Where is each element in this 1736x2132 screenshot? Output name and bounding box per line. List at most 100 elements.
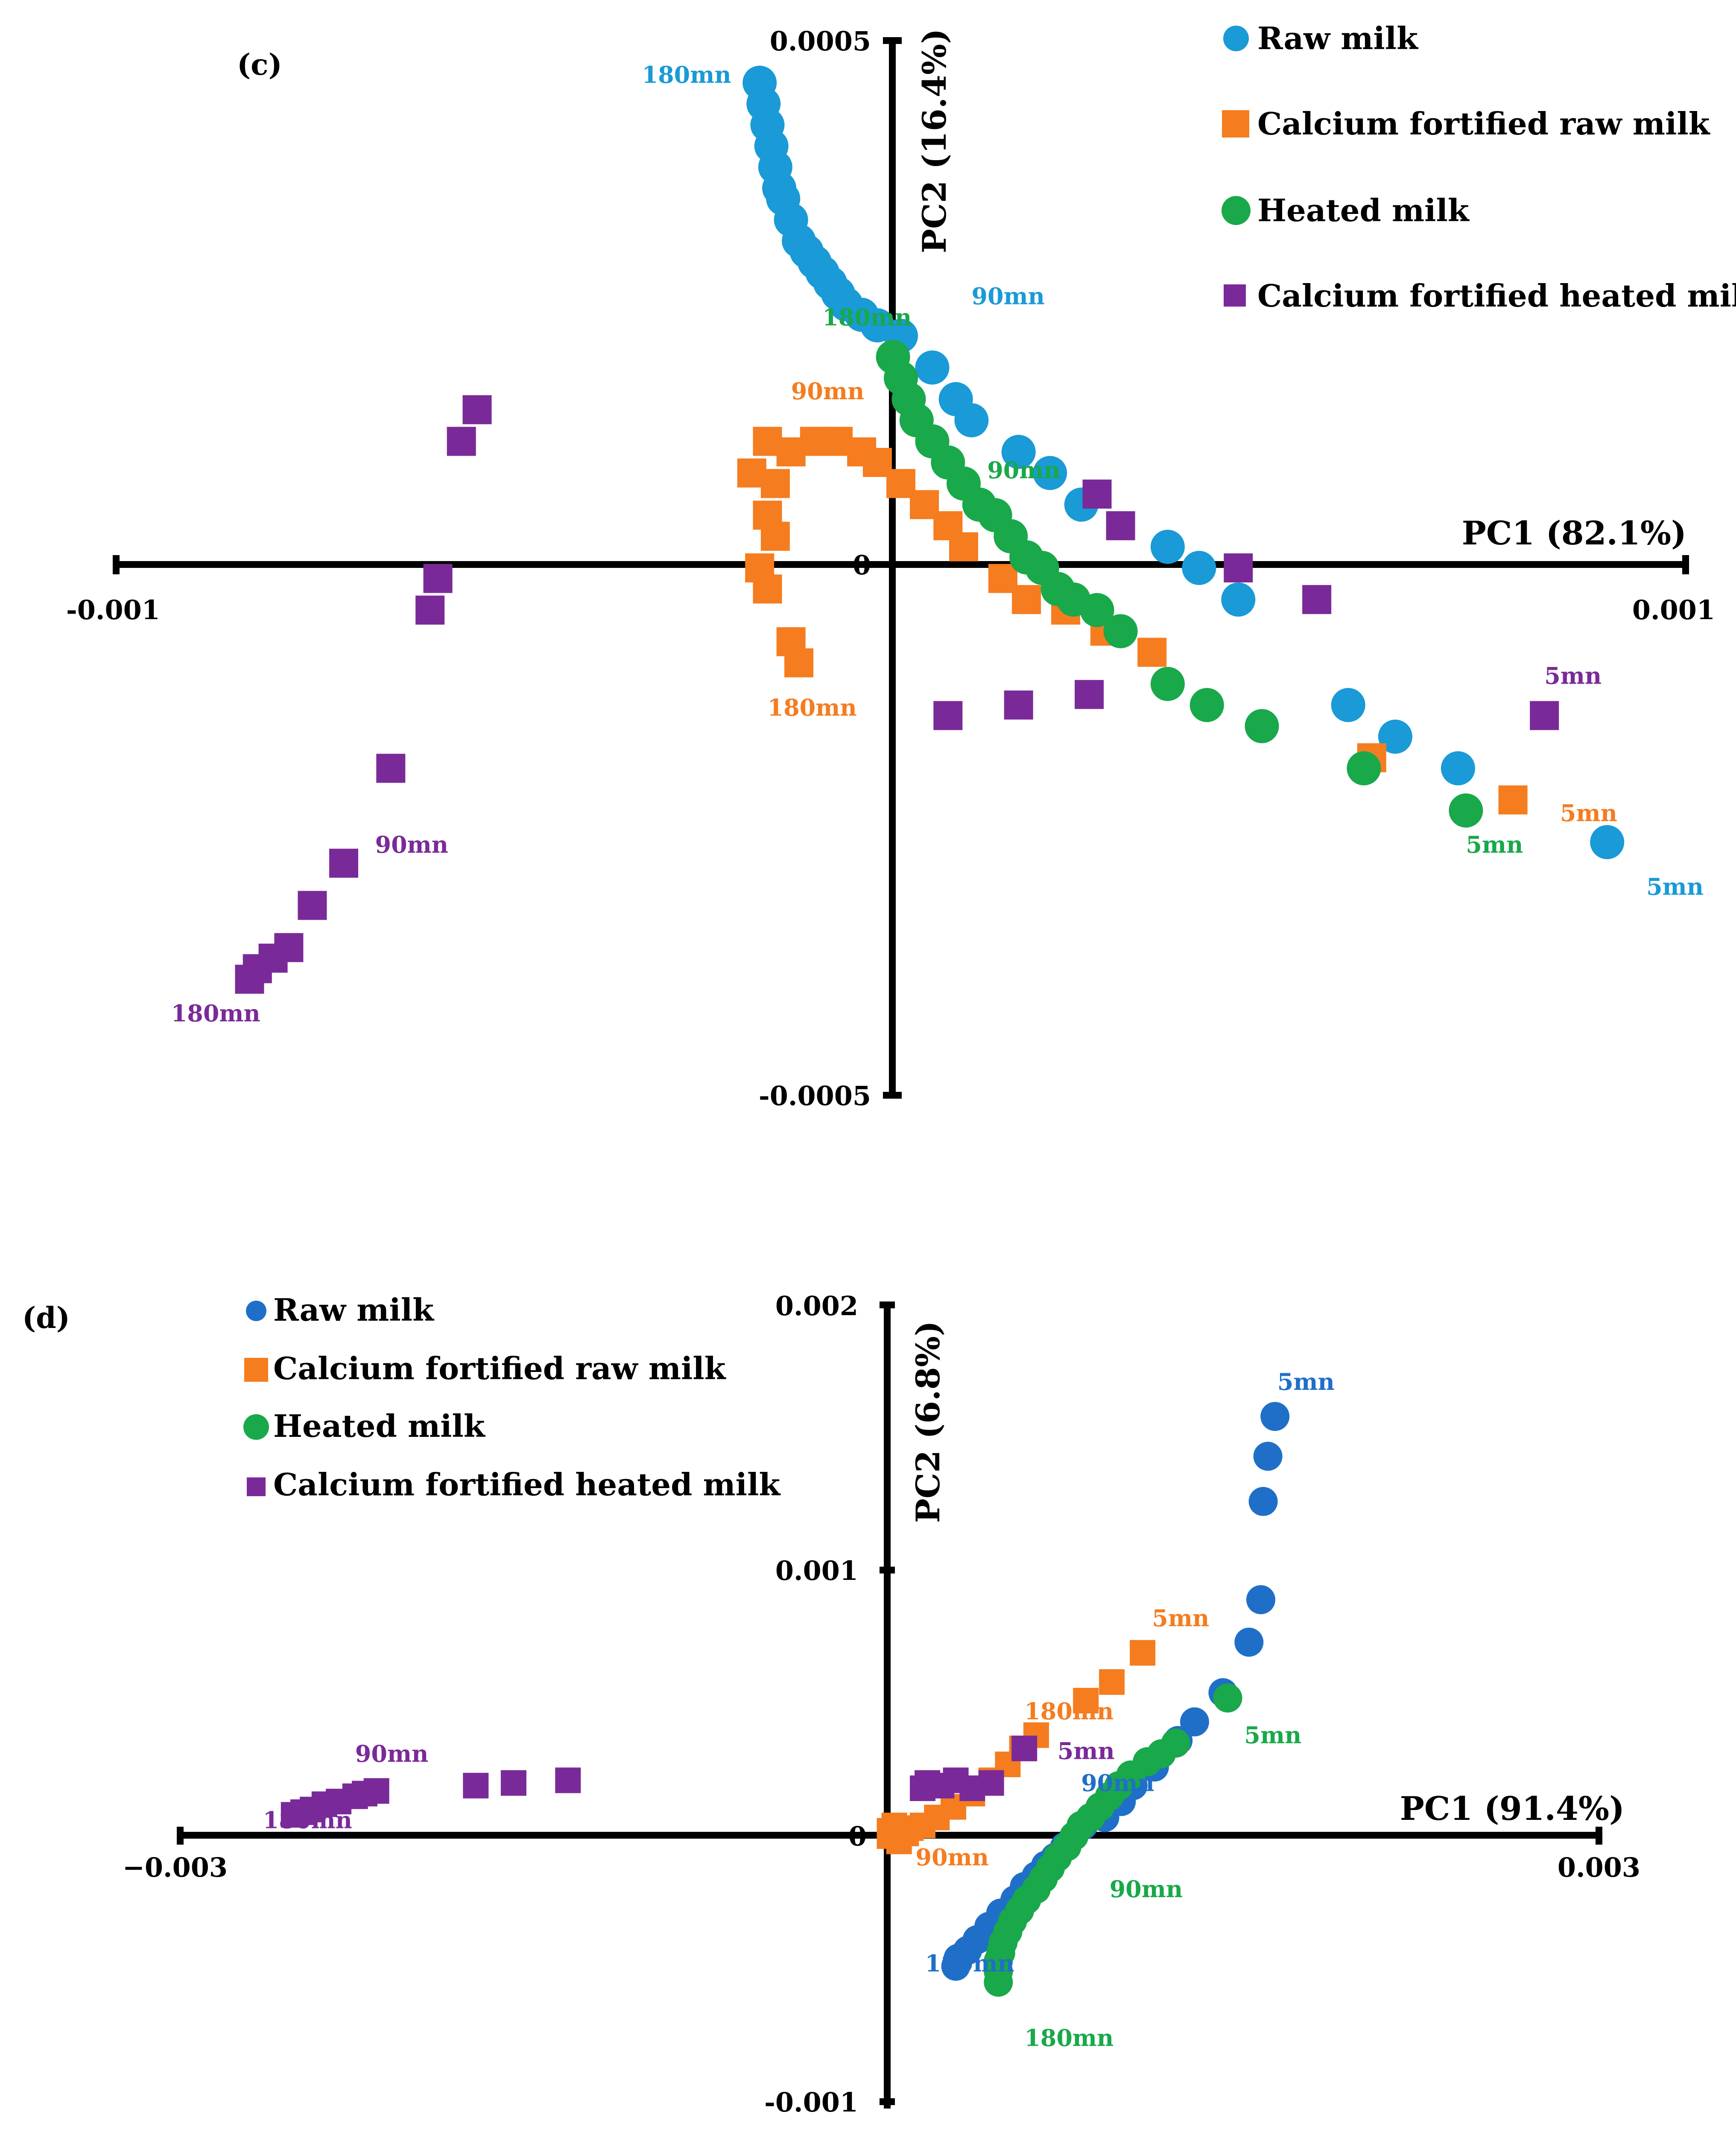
panel-c-point-heated-milk-15 [1103,614,1138,649]
panel-d-annotation-2: 180mn [925,1950,1014,1977]
panel-d-point-calcium-fortified-heated-milk-6 [910,1775,935,1801]
panel-c-point-calcium-fortified-heated-milk-17 [1004,690,1033,720]
panel-d-x-tick-label-max: 0.003 [1558,1852,1640,1883]
panel-d-point-calcium-fortified-heated-milk-17 [281,1802,307,1828]
panel-c-annotation-10: 180mn [171,1000,260,1027]
panel-d-annotation-7: 90mn [1110,1875,1183,1903]
panel-c-point-heated-milk-17 [1189,688,1224,722]
panel-d-annotation-4: 180mn [1024,1697,1113,1725]
panel-d-label: (d) [22,1301,70,1335]
panel-c-legend-label-calcium-heated: Calcium fortified heated milk [1257,278,1736,314]
panel-d-annotation-6: 5mn [1244,1721,1301,1749]
panel-c-point-calcium-fortified-raw-milk-15 [753,574,782,604]
panel-d-point-raw-milk-6 [1180,1707,1209,1737]
panel-c-point-calcium-fortified-heated-milk-11 [1082,480,1112,509]
panel-c-annotation-9: 90mn [375,831,449,858]
panel-c-annotations: 180mn 90mn 5mn 180mn 90mn 5mn 90mn 180mn 5mn 90mn… [171,61,1704,1027]
panel-c-annotation-4: 90mn [987,456,1061,484]
panel-c-point-calcium-fortified-raw-milk-19 [1012,585,1041,614]
panel-d-x-axis-title: PC1 (91.4%) [1400,1790,1625,1828]
panel-c-annotation-3: 180mn [822,304,912,331]
panel-d-annotation-0: 5mn [1277,1368,1335,1395]
panel-c-point-calcium-fortified-heated-milk-14 [1302,585,1332,614]
panel-d-legend-label-heated-milk: Heated milk [273,1408,486,1444]
panel-c-annotation-11: 5mn [1544,662,1602,690]
panel-c-point-raw-milk-20 [954,403,989,438]
panel-c-point-calcium-fortified-heated-milk-10 [235,965,264,994]
panel-d-legend-marker-calcium-heated [247,1477,266,1496]
panel-c-point-calcium-fortified-heated-milk-2 [423,564,453,593]
panel-d-point-raw-milk-1 [1253,1442,1283,1471]
panel-d-point-raw-milk-4 [1234,1627,1264,1657]
panel-c-x-tick-label-max: 0.001 [1632,594,1715,626]
panel-c-point-raw-milk-28 [1378,719,1412,754]
panel-d-legend-label-calcium-raw: Calcium fortified raw milk [273,1350,727,1386]
panel-c-point-heated-milk-16 [1150,667,1185,701]
panel-d-point-calcium-fortified-heated-milk-8 [500,1770,526,1796]
panel-c-point-calcium-fortified-raw-milk-17 [784,648,814,678]
panel-c-point-calcium-fortified-raw-milk-13 [760,521,790,551]
panel-d-point-heated-milk-24 [984,1968,1013,1997]
panel-d-y-tick-label-min: -0.001 [764,2087,858,2118]
panel-c-point-raw-milk-27 [1331,688,1365,722]
panel-d-point-calcium-fortified-heated-milk-7 [555,1767,581,1793]
panel-c-legend-label-calcium-raw: Calcium fortified raw milk [1257,105,1711,142]
panel-d-annotations: 5mn 90mn 180mn 5mn 180mn 90mn 5mn 90mn 180mn 5mn 9… [263,1368,1335,2051]
panel-c-legend-label-raw-milk: Raw milk [1257,20,1419,56]
panel-c-point-raw-milk-25 [1182,551,1216,585]
panel-c-legend-marker-raw-milk [1223,26,1249,51]
panel-c-annotation-0: 180mn [642,61,731,88]
panel-d-point-raw-milk-25 [941,1951,970,1981]
panel-c-point-calcium-fortified-heated-milk-4 [376,754,406,783]
panel-c-y-tick-label-max: 0.0005 [770,26,871,57]
panel-c-y-axis-title: PC2 (16.4%) [915,29,953,253]
panel-d-point-heated-milk-0 [1213,1683,1242,1713]
panel-c-point-calcium-fortified-raw-milk-24 [1498,785,1528,815]
panel-c-annotation-8: 5mn [1560,799,1617,827]
panel-d-y-tick-label-mid: 0.001 [775,1555,858,1586]
panel-c-point-calcium-fortified-heated-milk-6 [298,891,327,920]
panel-c-point-calcium-fortified-heated-milk-5 [329,848,358,878]
panel-c-legend: Raw milk Calcium fortified raw milk Heat… [1222,20,1736,314]
panel-d-legend-marker-raw-milk [246,1301,266,1321]
panel-d-point-raw-milk-2 [1248,1487,1278,1516]
panel-c-legend-marker-calcium-heated [1224,284,1246,307]
panel-c-annotation-6: 90mn [791,377,865,405]
panel-c-point-calcium-fortified-heated-milk-0 [462,395,492,424]
panel-d-point-raw-milk-0 [1260,1402,1290,1431]
panel-c-y-tick-label-zero: 0 [853,550,871,581]
panel-c-point-raw-milk-26 [1221,582,1256,617]
panel-d-point-calcium-fortified-raw-milk-0 [1130,1640,1156,1666]
panel-c-x-axis-title: PC1 (82.1%) [1462,514,1686,552]
panel-d-point-calcium-fortified-heated-milk-0 [1011,1735,1038,1761]
panel-c-point-calcium-fortified-heated-milk-16 [933,701,963,730]
panel-c-annotation-1: 90mn [971,283,1045,310]
panel-c-point-raw-milk-24 [1150,529,1185,564]
panel-d-point-calcium-fortified-raw-milk-17 [893,1820,919,1846]
panel-c-point-calcium-fortified-heated-milk-13 [1224,553,1253,582]
panel-d-annotation-9: 5mn [1058,1737,1115,1765]
panel-d-legend-marker-calcium-raw [244,1358,268,1382]
panel-c-point-calcium-fortified-raw-milk-22 [1137,638,1167,667]
panel-c-point-raw-milk-22 [1033,456,1067,490]
panel-c-point-calcium-fortified-heated-milk-15 [1530,701,1559,730]
panel-c-legend-marker-calcium-raw [1222,110,1249,137]
panel-d-point-calcium-fortified-raw-milk-1 [1099,1669,1125,1695]
panel-c-point-calcium-fortified-heated-milk-18 [1075,680,1104,709]
panel-c-point-heated-milk-19 [1347,751,1381,786]
panel-d-point-calcium-fortified-raw-milk-2 [1073,1687,1099,1714]
panel-c-legend-label-heated-milk: Heated milk [1257,192,1470,228]
panel-c-data-marks [235,65,1625,994]
panel-c-annotation-7: 180mn [768,694,857,721]
panel-d-annotation-8: 180mn [1024,2024,1113,2051]
panel-c-x-tick-label-min: -0.001 [66,594,160,626]
panel-d-annotation-5: 90mn [915,1843,989,1871]
panel-d-y-tick-label-max: 0.002 [775,1290,858,1322]
panel-c-point-raw-milk-29 [1441,751,1475,786]
panel-d-y-axis-title: PC2 (6.8%) [909,1321,947,1523]
panel-d-legend-label-raw-milk: Raw milk [273,1292,435,1328]
panel-d-legend: Raw milk Calcium fortified raw milk Heat… [243,1292,781,1503]
panel-c-point-heated-milk-18 [1245,709,1279,743]
panel-c-point-heated-milk-14 [1080,593,1114,627]
panel-c-annotation-5: 5mn [1466,831,1523,858]
